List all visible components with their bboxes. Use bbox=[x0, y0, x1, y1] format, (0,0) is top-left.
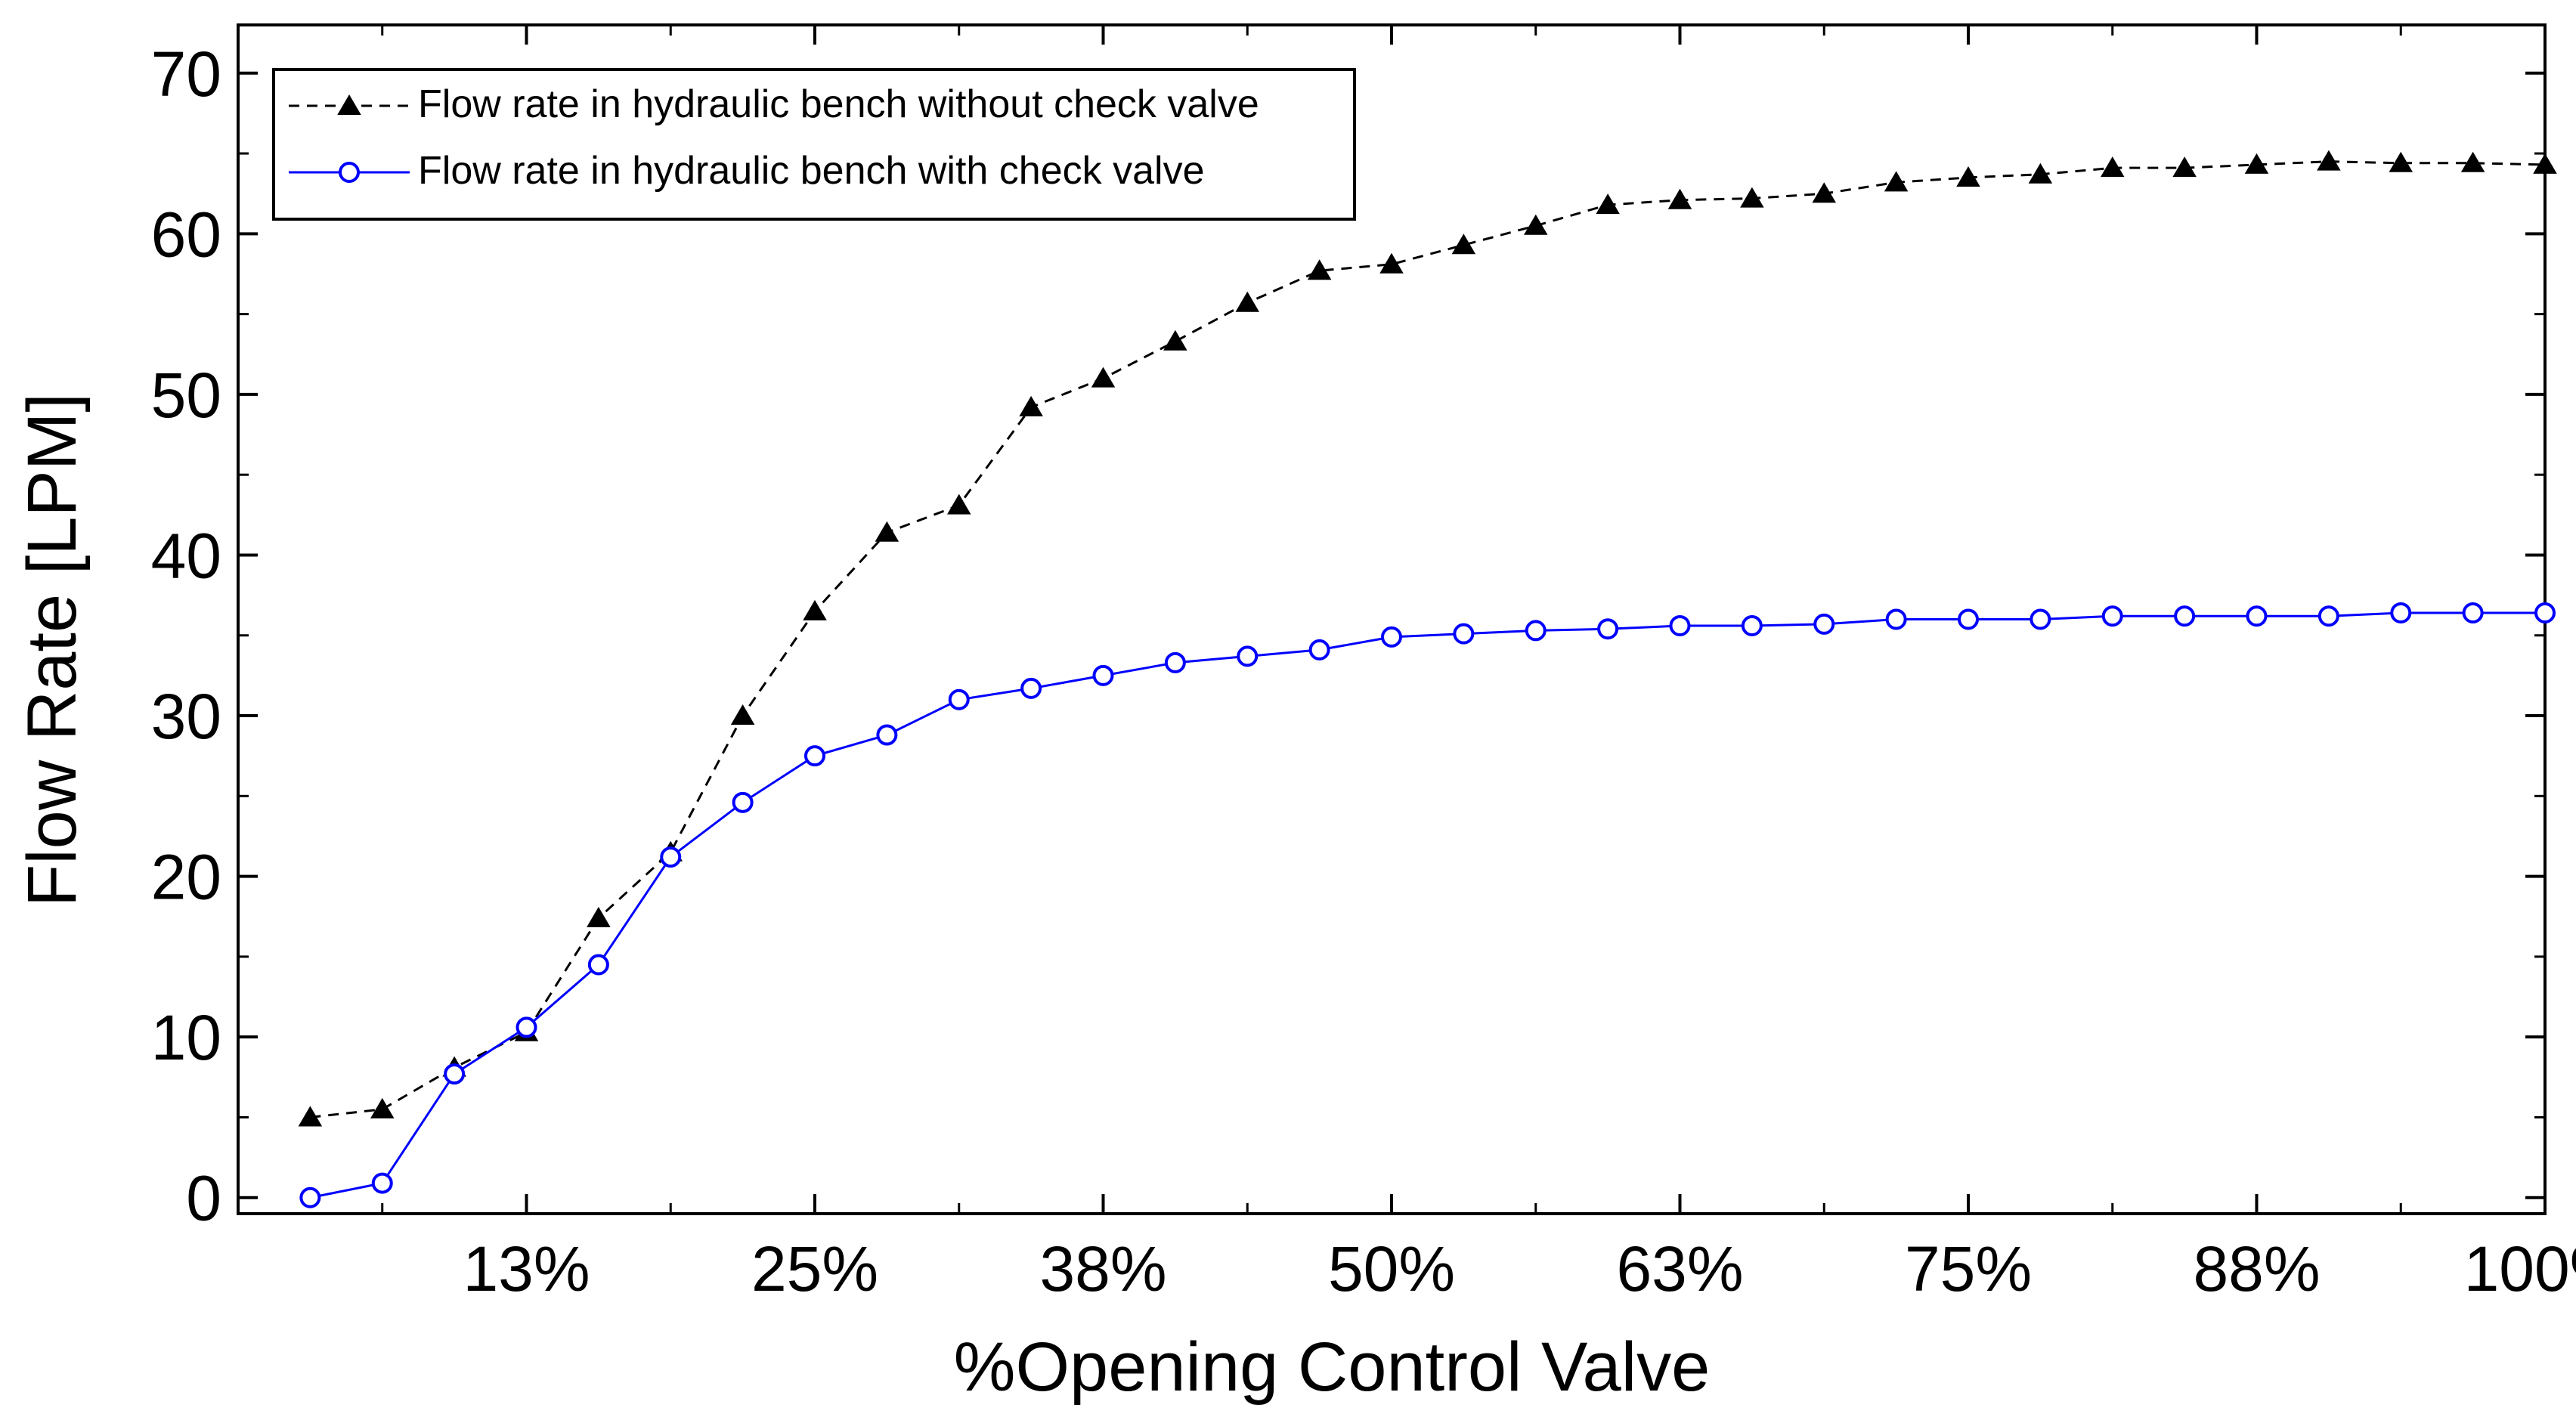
data-point-triangle bbox=[370, 1097, 395, 1118]
data-point-triangle bbox=[1667, 188, 1692, 209]
x-tick-label: 38% bbox=[1039, 1233, 1166, 1304]
data-point-triangle bbox=[730, 704, 755, 725]
data-point-triangle bbox=[1451, 234, 1476, 255]
legend-box bbox=[272, 68, 1356, 221]
x-axis-label: %Opening Control Valve bbox=[954, 1329, 1711, 1406]
data-point-circle bbox=[2317, 605, 2339, 627]
data-point-triangle bbox=[1884, 171, 1909, 192]
data-point-circle bbox=[371, 1172, 393, 1194]
data-point-circle bbox=[1958, 608, 1979, 630]
x-tick-label: 75% bbox=[1905, 1233, 2032, 1304]
y-tick-label: 40 bbox=[151, 520, 221, 591]
y-tick-label: 50 bbox=[151, 360, 221, 431]
data-point-triangle bbox=[2172, 156, 2197, 178]
data-point-circle bbox=[587, 954, 609, 976]
data-point-triangle bbox=[875, 521, 899, 542]
data-point-circle bbox=[2174, 605, 2196, 627]
data-point-circle bbox=[1597, 618, 1619, 640]
data-point-triangle bbox=[1163, 329, 1187, 351]
data-point-circle bbox=[1453, 623, 1475, 645]
y-tick-label: 10 bbox=[151, 1002, 221, 1073]
data-point-circle bbox=[2534, 602, 2556, 623]
data-point-circle bbox=[1164, 651, 1186, 673]
series-line-1 bbox=[310, 611, 2545, 1199]
data-point-circle bbox=[1813, 613, 1835, 635]
data-point-triangle bbox=[1379, 252, 1404, 274]
data-point-triangle bbox=[298, 1106, 323, 1127]
data-point-circle bbox=[1020, 677, 1042, 699]
data-point-circle bbox=[1669, 615, 1691, 637]
data-point-circle bbox=[732, 791, 754, 813]
data-point-triangle bbox=[1740, 187, 1764, 208]
y-tick-label: 60 bbox=[151, 199, 221, 270]
data-point-triangle bbox=[2244, 153, 2269, 174]
data-point-circle bbox=[1381, 626, 1402, 648]
data-point-triangle bbox=[1235, 291, 1259, 312]
data-point-triangle bbox=[1956, 166, 1980, 187]
data-point-circle bbox=[1885, 608, 1907, 630]
legend: Flow rate in hydraulic bench without che… bbox=[272, 68, 1356, 221]
data-point-triangle bbox=[587, 906, 611, 927]
data-point-circle bbox=[1308, 639, 1330, 661]
legend-label-no-check: Flow rate in hydraulic bench without che… bbox=[418, 82, 1259, 126]
x-tick-label: 13% bbox=[463, 1233, 590, 1304]
y-tick-label: 20 bbox=[151, 842, 221, 913]
data-point-circle bbox=[2101, 605, 2123, 627]
data-point-circle bbox=[1741, 615, 1763, 637]
data-point-triangle bbox=[2317, 150, 2341, 171]
legend-label-check: Flow rate in hydraulic bench with check … bbox=[418, 149, 1204, 193]
data-point-triangle bbox=[947, 493, 971, 515]
y-tick-label: 30 bbox=[151, 681, 221, 752]
y-axis-label: Flow Rate [LPM] bbox=[14, 393, 91, 907]
data-point-circle bbox=[804, 745, 825, 767]
x-tick-labels: 13% 25% 38% 50% 63% 75% 88% 100% bbox=[463, 1233, 2576, 1304]
series-layer bbox=[298, 150, 2557, 1208]
data-point-triangle bbox=[1307, 259, 1332, 280]
data-point-triangle bbox=[2101, 156, 2125, 178]
legend-marker-no-check bbox=[337, 94, 361, 115]
axis-ticks bbox=[238, 25, 2547, 1214]
data-point-circle bbox=[1525, 620, 1547, 642]
data-point-circle bbox=[2246, 605, 2268, 627]
data-point-triangle bbox=[2533, 153, 2557, 174]
data-point-triangle bbox=[2028, 162, 2053, 184]
x-tick-label: 50% bbox=[1328, 1233, 1455, 1304]
data-point-circle bbox=[2390, 602, 2412, 623]
data-point-circle bbox=[948, 688, 970, 710]
data-point-circle bbox=[2462, 602, 2484, 623]
data-point-circle bbox=[660, 846, 682, 868]
data-point-triangle bbox=[1812, 182, 1836, 203]
x-tick-label: 25% bbox=[751, 1233, 878, 1304]
data-point-circle bbox=[444, 1063, 466, 1085]
y-tick-labels: 0 10 20 30 40 50 60 70 bbox=[151, 39, 221, 1234]
data-point-circle bbox=[1237, 645, 1259, 667]
data-point-triangle bbox=[803, 599, 827, 620]
data-point-triangle bbox=[2460, 151, 2485, 172]
data-point-circle bbox=[299, 1186, 321, 1208]
y-tick-label: 70 bbox=[151, 39, 221, 110]
series-line-0 bbox=[310, 160, 2546, 1118]
y-tick-label: 0 bbox=[186, 1163, 221, 1234]
legend-marker-check bbox=[339, 162, 360, 183]
data-point-circle bbox=[516, 1016, 537, 1038]
x-tick-label: 100% bbox=[2464, 1233, 2576, 1304]
data-point-circle bbox=[876, 724, 898, 746]
data-point-circle bbox=[2030, 608, 2051, 630]
x-tick-label: 88% bbox=[2193, 1233, 2320, 1304]
x-tick-label: 63% bbox=[1616, 1233, 1743, 1304]
data-point-triangle bbox=[2389, 151, 2413, 172]
data-point-triangle bbox=[1091, 367, 1116, 388]
data-point-triangle bbox=[1019, 395, 1043, 416]
data-point-triangle bbox=[1596, 193, 1620, 215]
data-point-circle bbox=[1092, 664, 1114, 686]
data-point-triangle bbox=[1524, 214, 1548, 235]
